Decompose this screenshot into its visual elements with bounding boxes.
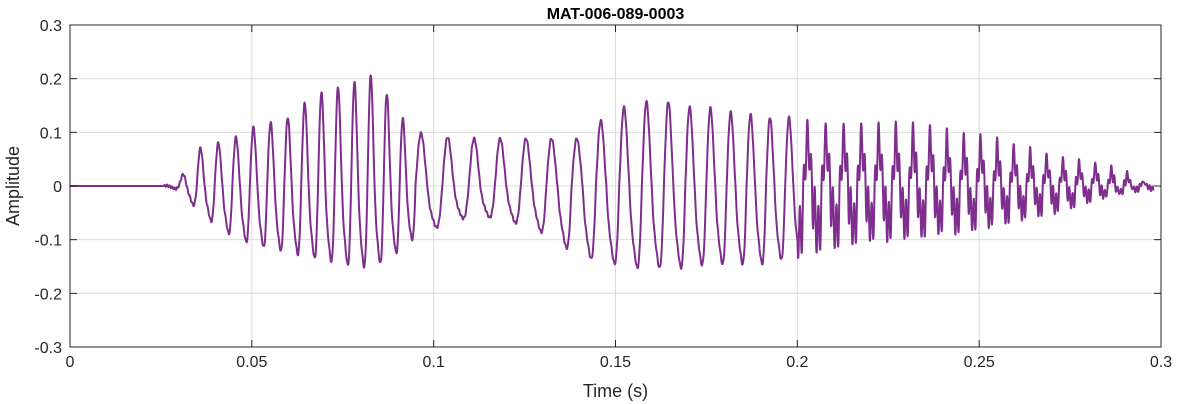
x-tick-label: 0.1 <box>423 354 445 371</box>
ticks: 0 0.05 0.1 0.15 0.2 0.25 0.3 -0.3 -0.2 -0.1 0 0.1 0.… <box>34 18 1172 371</box>
x-tick-label: 0 <box>66 354 75 371</box>
x-tick-label: 0.2 <box>786 354 808 371</box>
x-axis-label: Time (s) <box>583 381 648 401</box>
y-tick-label: 0.3 <box>40 18 62 35</box>
x-tick-label: 0.3 <box>1150 354 1172 371</box>
x-tick-label: 0.05 <box>236 354 267 371</box>
y-axis-label: Amplitude <box>3 146 23 226</box>
y-tick-label: 0.2 <box>40 72 62 89</box>
y-tick-label: -0.1 <box>34 233 62 250</box>
y-tick-label: -0.2 <box>34 286 62 303</box>
x-tick-label: 0.15 <box>600 354 631 371</box>
y-tick-label: 0.1 <box>40 125 62 142</box>
y-tick-label: -0.3 <box>34 340 62 357</box>
grid-lines <box>70 25 1161 347</box>
chart-title: MAT-006-089-0003 <box>547 6 685 23</box>
signal-line <box>69 74 1155 270</box>
x-tick-label: 0.25 <box>964 354 995 371</box>
signal-line-group <box>69 74 1155 270</box>
y-tick-label: 0 <box>53 179 62 196</box>
